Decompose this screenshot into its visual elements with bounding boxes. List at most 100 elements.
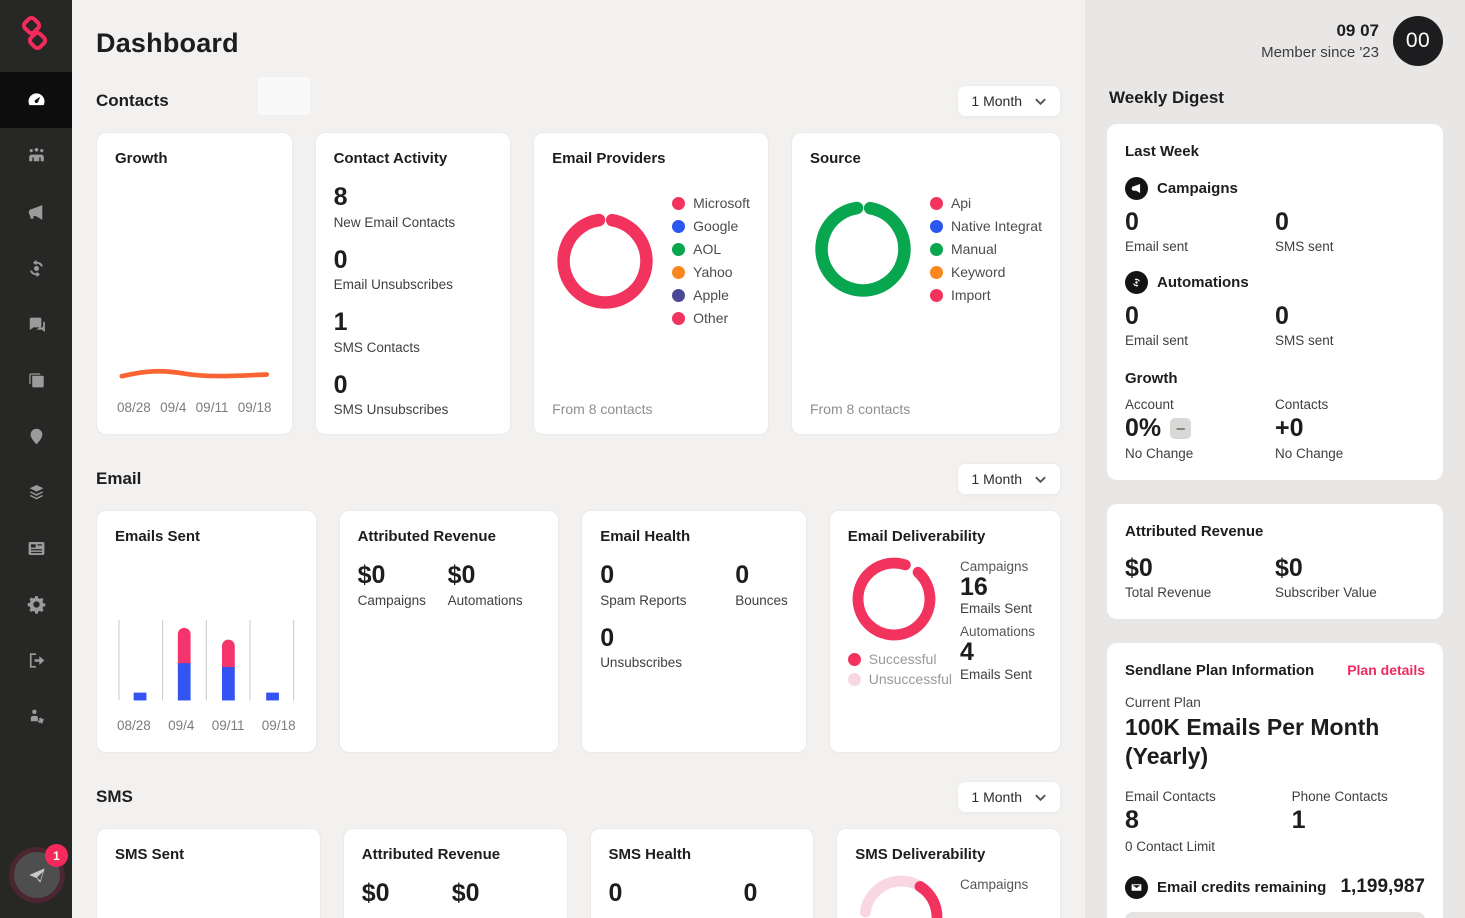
deliv-group: Campaigns (960, 877, 1029, 892)
legend-label: Google (693, 218, 739, 234)
automation-icon (29, 259, 43, 277)
stat-label: Spam Reports (600, 592, 687, 608)
deliv-value: 4 (960, 638, 974, 667)
contacts-period-dropdown[interactable]: 1 Month (957, 85, 1061, 117)
dashboard-icon (28, 92, 44, 105)
sidebar-item-automations[interactable] (0, 240, 72, 296)
stat-value: $0 (357, 561, 386, 589)
emails-sent-x-labels: 08/28 09/4 09/11 09/18 (115, 708, 298, 735)
contact-limit: 0 Contact Limit (1125, 838, 1216, 854)
legend-dot (672, 311, 686, 325)
growth-account-value: 0% (1125, 414, 1162, 442)
last-week-card: Last Week Campaigns 0 Email sent 0 SMS sen… (1107, 124, 1443, 480)
chevron-down-icon (1035, 98, 1046, 105)
source-footnote: From 8 contacts (809, 401, 911, 417)
credits-value: 1,199,987 (1340, 876, 1425, 897)
sidebar-item-integrations[interactable] (0, 464, 72, 520)
legend-dot (929, 196, 943, 210)
providers-footnote: From 8 contacts (552, 401, 653, 417)
growth-x-labels: 08/28 09/4 09/11 09/18 (115, 390, 274, 417)
stat-label: Email sent (1125, 333, 1189, 348)
stat-label: Email Unsubscribes (333, 277, 453, 292)
legend-label: Other (693, 310, 729, 326)
plan-title: Sendlane Plan Information (1125, 662, 1315, 679)
help-badge: 1 (45, 844, 68, 867)
news-icon (28, 541, 44, 555)
stat-value: 0 (1125, 302, 1139, 330)
sidebar-item-popups[interactable] (0, 352, 72, 408)
weekly-digest-panel: 09 07 Member since '23 00 Weekly Digest … (1085, 0, 1465, 918)
legend-dot (672, 265, 686, 279)
avatar[interactable]: 00 (1393, 16, 1443, 66)
legend-label: Import (950, 287, 991, 303)
email-revenue-title: Attributed Revenue (357, 528, 496, 545)
deliv-group: Automations (960, 624, 1036, 640)
sms-period-dropdown[interactable]: 1 Month (957, 781, 1061, 813)
stack-icon (29, 484, 43, 499)
stat-label: SMS Unsubscribes (333, 402, 449, 417)
email-period-value: 1 Month (971, 471, 1022, 487)
sidebar-item-audience[interactable] (0, 128, 72, 184)
help-button[interactable]: 1 (14, 844, 68, 898)
legend-dot (929, 265, 943, 279)
sendlane-logo-icon (19, 13, 51, 56)
sidebar-item-logout[interactable] (0, 632, 72, 688)
sidebar-item-campaigns[interactable] (0, 184, 72, 240)
sidebar: 1 (0, 0, 72, 918)
email-contacts-label: Email Contacts (1125, 788, 1216, 804)
sidebar-item-reviews[interactable] (0, 408, 72, 464)
stat-value: $0 (1125, 554, 1153, 582)
audience-icon (28, 147, 44, 161)
email-period-dropdown[interactable]: 1 Month (957, 463, 1061, 495)
sendlane-logo[interactable] (0, 0, 72, 72)
source-legend: Api Native Integrat Manual Keyword Impor… (929, 195, 1042, 303)
sidebar-item-dashboard[interactable] (0, 72, 72, 128)
legend-dot (847, 672, 861, 686)
stat-label: Bounces (735, 592, 788, 608)
legend-dot (929, 242, 943, 256)
deliv-label: Emails Sent (960, 666, 1033, 682)
stat-value: $0 (447, 561, 476, 589)
growth-account-change: No Change (1125, 446, 1194, 461)
x-tick: 09/18 (261, 718, 296, 733)
sidebar-item-conversations[interactable] (0, 296, 72, 352)
email-health-title: Email Health (600, 528, 691, 545)
email-providers-title: Email Providers (552, 150, 666, 167)
growth-card: Growth 08/28 09/4 09/11 09/18 (96, 132, 293, 435)
stat-label: Email sent (1125, 239, 1189, 254)
stat-value: 0 (1275, 302, 1289, 330)
megaphone-icon (28, 204, 42, 220)
x-tick: 08/28 (117, 400, 151, 415)
sidebar-item-news[interactable] (0, 520, 72, 576)
x-tick: 08/28 (117, 718, 151, 733)
plan-name: 100K Emails Per Month (Yearly) (1125, 714, 1380, 769)
x-tick: 09/11 (195, 400, 229, 415)
pin-star-icon (30, 428, 42, 444)
stat-label: Subscriber Value (1275, 585, 1377, 600)
stat-label: SMS sent (1275, 333, 1334, 348)
contact-activity-title: Contact Activity (333, 150, 448, 167)
contacts-period-value: 1 Month (971, 93, 1022, 109)
x-tick: 09/11 (211, 718, 245, 733)
phone-contacts-value: 1 (1291, 805, 1306, 834)
sidebar-item-settings[interactable] (0, 576, 72, 632)
emails-sent-card: Emails Sent 08/28 0 (96, 510, 317, 753)
stat-value: 0 (1275, 208, 1289, 236)
stat-value: 0 (333, 245, 348, 274)
email-health-card: Email Health 0 Spam Reports 0 Bounces 0 Uns… (581, 510, 807, 753)
digest-revenue-card: Attributed Revenue $0 Total Revenue $0 Sub… (1107, 504, 1443, 619)
sidebar-item-account[interactable] (0, 688, 72, 744)
envelope-icon (1125, 875, 1148, 899)
digest-growth-title: Growth (1125, 370, 1178, 387)
growth-contacts-value: +0 (1275, 414, 1304, 442)
deliv-group: Campaigns (960, 559, 1029, 574)
plan-details-link[interactable]: Plan details (1347, 662, 1425, 678)
legend-dot (672, 196, 686, 210)
sms-sent-title: SMS Sent (115, 846, 185, 863)
email-revenue-card: Attributed Revenue $0 Campaigns $0 Automat… (338, 510, 560, 753)
digest-group-name: Automations (1157, 274, 1249, 291)
legend-label: Api (950, 195, 972, 211)
digest-revenue-title: Attributed Revenue (1125, 523, 1264, 540)
email-deliverability-title: Email Deliverability (847, 528, 986, 545)
legend-dot (929, 288, 943, 302)
